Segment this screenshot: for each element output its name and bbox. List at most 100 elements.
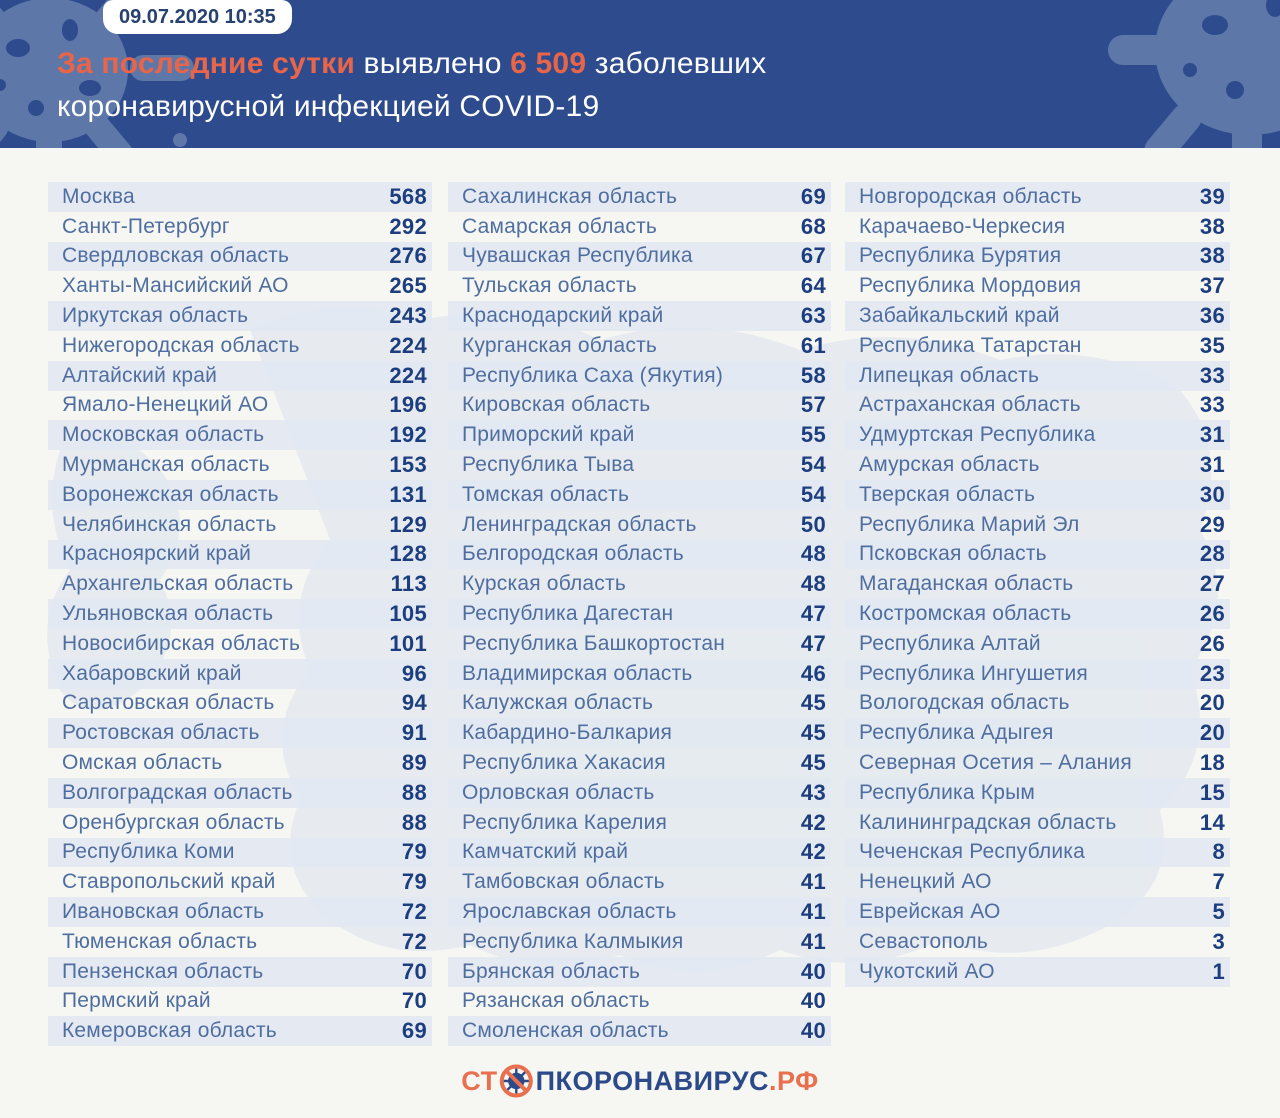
region-value: 105 bbox=[389, 601, 427, 627]
region-value: 40 bbox=[800, 988, 826, 1014]
region-value: 20 bbox=[1199, 720, 1225, 746]
table-row: Липецкая область 33 bbox=[845, 360, 1230, 391]
table-row: Амурская область 31 bbox=[845, 450, 1230, 480]
region-name: Ненецкий АО bbox=[859, 870, 992, 894]
region-value: 28 bbox=[1199, 541, 1225, 567]
table-row: Забайкальский край 36 bbox=[845, 301, 1230, 331]
table-row: Сахалинская область 69 bbox=[448, 182, 831, 212]
table-row: Пензенская область 70 bbox=[48, 956, 432, 987]
region-value: 68 bbox=[800, 213, 826, 239]
table-row: Саратовская область 94 bbox=[48, 689, 432, 719]
table-row: Челябинская область 129 bbox=[48, 510, 432, 540]
region-value: 63 bbox=[800, 303, 826, 329]
table-row: Республика Хакасия 45 bbox=[448, 748, 831, 778]
table-row: Ставропольский край 79 bbox=[48, 867, 432, 897]
region-value: 47 bbox=[800, 630, 826, 656]
table-row: Алтайский край 224 bbox=[48, 360, 432, 391]
region-value: 42 bbox=[800, 839, 826, 865]
region-name: Республика Хакасия bbox=[462, 751, 666, 775]
table-row: Калужская область 45 bbox=[448, 689, 831, 719]
table-row: Магаданская область 27 bbox=[845, 569, 1230, 599]
table-row: Калининградская область 14 bbox=[845, 808, 1230, 838]
region-value: 3 bbox=[1212, 928, 1225, 954]
table-row: Республика Крым 15 bbox=[845, 777, 1230, 808]
table-row: Рязанская область 40 bbox=[448, 987, 831, 1017]
region-name: Ульяновская область bbox=[62, 602, 274, 626]
region-name: Республика Карелия bbox=[462, 810, 668, 834]
region-name: Москва bbox=[62, 184, 135, 208]
no-virus-icon bbox=[500, 1064, 534, 1098]
region-name: Краснодарский край bbox=[462, 304, 664, 328]
region-value: 72 bbox=[401, 928, 427, 954]
region-value: 70 bbox=[401, 958, 427, 984]
region-name: Забайкальский край bbox=[859, 304, 1060, 328]
region-name: Вологодская область bbox=[859, 691, 1070, 715]
table-row: Чукотский АО 1 bbox=[845, 956, 1230, 987]
table-row: Кабардино-Балкария 45 bbox=[448, 718, 831, 749]
region-name: Республика Марий Эл bbox=[859, 512, 1080, 536]
region-name: Ленинградская область bbox=[462, 512, 697, 536]
region-name: Тюменская область bbox=[62, 929, 258, 953]
region-name: Новгородская область bbox=[859, 184, 1082, 208]
region-name: Ямало-Ненецкий АО bbox=[62, 393, 269, 417]
region-name: Костромская область bbox=[859, 602, 1072, 626]
region-value: 39 bbox=[1199, 183, 1225, 209]
table-row: Республика Мордовия 37 bbox=[845, 271, 1230, 301]
region-value: 7 bbox=[1212, 869, 1225, 895]
table-row: Хабаровский край 96 bbox=[48, 658, 432, 689]
region-value: 568 bbox=[389, 183, 427, 209]
table-row: Республика Коми 79 bbox=[48, 837, 432, 868]
region-name: Еврейская АО bbox=[859, 900, 1001, 924]
table-row: Кировская область 57 bbox=[448, 391, 831, 421]
table-row: Ульяновская область 105 bbox=[48, 599, 432, 629]
region-name: Республика Башкортостан bbox=[462, 631, 726, 655]
region-value: 265 bbox=[389, 273, 427, 299]
header-banner: 09.07.2020 10:35 За последние сутки выяв… bbox=[0, 0, 1280, 148]
table-row: Приморский край 55 bbox=[448, 420, 831, 451]
region-value: 31 bbox=[1199, 452, 1225, 478]
region-value: 54 bbox=[800, 452, 826, 478]
table-row: Новгородская область 39 bbox=[845, 182, 1230, 212]
region-name: Республика Татарстан bbox=[859, 333, 1082, 357]
region-value: 15 bbox=[1199, 779, 1225, 805]
region-value: 43 bbox=[800, 779, 826, 805]
region-value: 30 bbox=[1199, 481, 1225, 507]
logo-mid: ПКОРОНАВИРУС bbox=[535, 1065, 770, 1096]
table-row: Москва 568 bbox=[48, 182, 432, 212]
virus-blob-icon bbox=[1108, 0, 1280, 148]
region-value: 67 bbox=[800, 243, 826, 269]
region-name: Кемеровская область bbox=[62, 1019, 277, 1043]
region-value: 31 bbox=[1199, 422, 1225, 448]
region-value: 153 bbox=[389, 452, 427, 478]
page-title: За последние сутки выявлено 6 509 заболе… bbox=[57, 42, 766, 128]
table-column-2: Сахалинская область 69 Самарская область 68… bbox=[448, 182, 831, 1047]
region-value: 70 bbox=[401, 988, 427, 1014]
region-name: Ивановская область bbox=[62, 900, 265, 924]
table-row: Тюменская область 72 bbox=[48, 927, 432, 957]
region-name: Волгоградская область bbox=[62, 780, 293, 804]
region-value: 27 bbox=[1199, 571, 1225, 597]
region-value: 42 bbox=[800, 809, 826, 835]
table-row: Курганская область 61 bbox=[448, 331, 831, 361]
table-row: Ярославская область 41 bbox=[448, 897, 831, 927]
table-row: Мурманская область 153 bbox=[48, 450, 432, 480]
region-value: 38 bbox=[1199, 213, 1225, 239]
region-name: Карачаево-Черкесия bbox=[859, 214, 1066, 238]
region-name: Белгородская область bbox=[462, 542, 684, 566]
region-value: 224 bbox=[389, 332, 427, 358]
region-name: Приморский край bbox=[462, 423, 635, 447]
region-value: 29 bbox=[1199, 511, 1225, 537]
region-value: 57 bbox=[800, 392, 826, 418]
region-name: Сахалинская область bbox=[462, 184, 678, 208]
region-value: 192 bbox=[389, 422, 427, 448]
table-row: Самарская область 68 bbox=[448, 212, 831, 242]
region-name: Республика Алтай bbox=[859, 631, 1041, 655]
region-value: 45 bbox=[800, 750, 826, 776]
region-value: 38 bbox=[1199, 243, 1225, 269]
region-value: 292 bbox=[389, 213, 427, 239]
region-value: 88 bbox=[401, 809, 427, 835]
table-row: Новосибирская область 101 bbox=[48, 629, 432, 659]
region-name: Новосибирская область bbox=[62, 631, 301, 655]
region-value: 113 bbox=[390, 571, 427, 597]
region-value: 36 bbox=[1199, 303, 1225, 329]
